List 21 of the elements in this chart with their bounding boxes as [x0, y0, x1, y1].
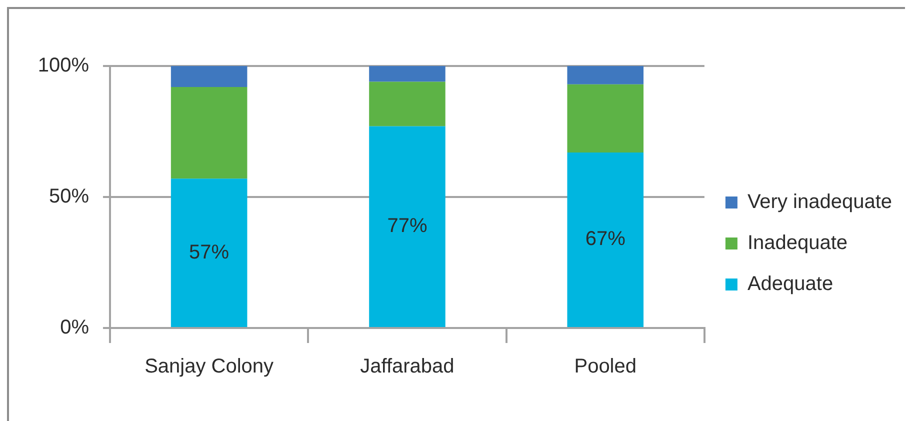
- bar: [170, 86, 248, 179]
- legend-label: Adequate: [747, 273, 834, 296]
- bar: [369, 82, 446, 126]
- x-tick-label: Jaffarabad: [360, 356, 454, 378]
- data-label: 57%: [189, 241, 230, 264]
- legend-label: Very inadequate: [747, 191, 892, 214]
- bar: [567, 84, 644, 152]
- x-tick-label: Pooled: [574, 356, 637, 378]
- bar: [369, 126, 446, 327]
- bar: [567, 66, 644, 84]
- bar: [170, 66, 248, 87]
- bar: [170, 178, 248, 327]
- bar: [567, 152, 644, 327]
- y-tick-label: 50%: [48, 186, 90, 208]
- x-tick-label: Sanjay Colony: [144, 356, 274, 378]
- data-label: 67%: [585, 228, 626, 250]
- bar: [369, 66, 446, 82]
- y-tick-label: 0%: [60, 316, 90, 339]
- legend-label: Inadequate: [747, 232, 848, 254]
- y-tick-label: 100%: [38, 54, 90, 77]
- data-label: 77%: [387, 215, 428, 238]
